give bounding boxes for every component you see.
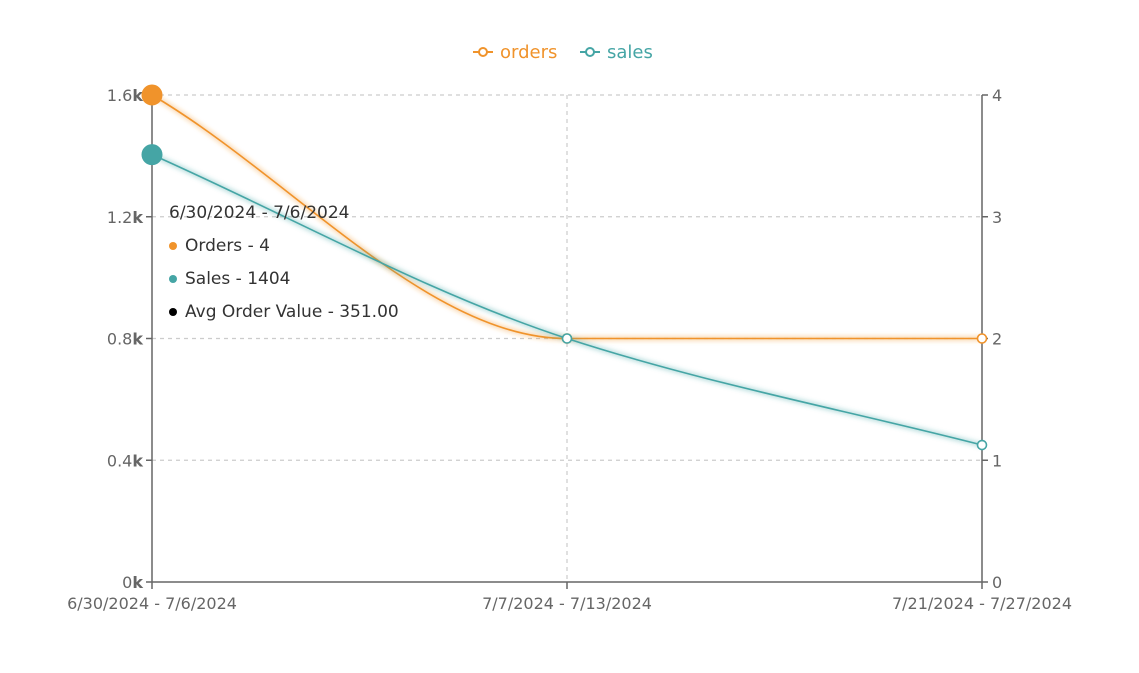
right-tick-label: 0 <box>992 573 1002 592</box>
tooltip-row: Sales - 1404 <box>185 269 290 289</box>
legend[interactable]: orders sales <box>473 42 653 63</box>
right-tick-label: 3 <box>992 208 1002 227</box>
tooltip-dot-icon <box>169 242 177 250</box>
tooltip: 6/30/2024 - 7/6/2024 Orders - 4 Sales - 14… <box>169 203 399 322</box>
x-tick-label: 7/21/2024 - 7/27/2024 <box>892 594 1072 613</box>
series-orders-point-active[interactable] <box>141 84 163 106</box>
legend-sales-marker <box>585 47 595 57</box>
x-tick-label: 6/30/2024 - 7/6/2024 <box>67 594 237 613</box>
x-tick-label: 7/7/2024 - 7/13/2024 <box>482 594 652 613</box>
left-tick-label: 0.4k <box>107 451 143 470</box>
left-tick-label: 0.8k <box>107 330 143 349</box>
legend-orders-marker <box>478 47 488 57</box>
legend-item-orders[interactable]: orders <box>473 42 557 63</box>
left-tick-label: 1.6k <box>107 86 143 105</box>
left-tick-label: 1.2k <box>107 208 143 227</box>
plot-area <box>141 84 988 451</box>
right-tick-label: 4 <box>992 86 1002 105</box>
legend-item-sales[interactable]: sales <box>580 42 653 63</box>
tooltip-row: Avg Order Value - 351.00 <box>185 302 399 322</box>
axes: 0k 0.4k 0.8k 1.2k 1.6k 0 1 2 3 4 6/30/2024 - 7/6/2… <box>67 86 1072 613</box>
series-sales-point-active[interactable] <box>141 144 163 166</box>
series-sales-point[interactable] <box>561 333 573 344</box>
tooltip-dot-icon <box>169 275 177 283</box>
left-tick-label: 0k <box>122 573 143 592</box>
right-tick-label: 1 <box>992 451 1002 470</box>
tooltip-dot-icon <box>169 308 177 316</box>
series-orders-point[interactable] <box>976 333 988 344</box>
tooltip-row: Orders - 4 <box>185 236 270 256</box>
legend-sales-label: sales <box>607 42 653 63</box>
series-sales-point[interactable] <box>976 439 988 451</box>
tooltip-title: 6/30/2024 - 7/6/2024 <box>169 203 349 223</box>
legend-orders-label: orders <box>500 42 557 63</box>
right-tick-label: 2 <box>992 330 1002 349</box>
